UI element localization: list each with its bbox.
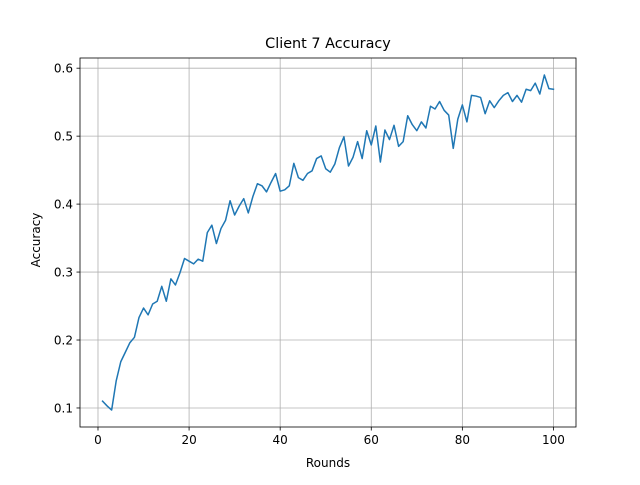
x-tick-label: 60 (364, 433, 379, 447)
x-tick-label: 40 (273, 433, 288, 447)
y-tick-label: 0.1 (54, 401, 73, 415)
accuracy-line (101, 74, 555, 411)
chart-title: Client 7 Accuracy (265, 36, 391, 52)
y-tick-label: 0.5 (54, 129, 73, 143)
x-axis-label: Rounds (306, 456, 350, 470)
x-tick-label: 0 (94, 433, 102, 447)
y-tick-label: 0.4 (54, 197, 73, 211)
y-tick-label: 0.2 (54, 333, 73, 347)
y-axis-label: Accuracy (29, 213, 43, 268)
x-tick-label: 80 (455, 433, 470, 447)
y-tick-label: 0.3 (54, 265, 73, 279)
x-tick-label: 20 (181, 433, 196, 447)
plot-frame (79, 57, 577, 428)
axis-ticks: 0 20 40 60 80 100 0.1 0.2 0.3 0.4 0.5 0.6 (54, 61, 565, 447)
grid-lines (80, 58, 576, 427)
y-tick-label: 0.6 (54, 61, 73, 75)
x-tick-label: 100 (542, 433, 565, 447)
